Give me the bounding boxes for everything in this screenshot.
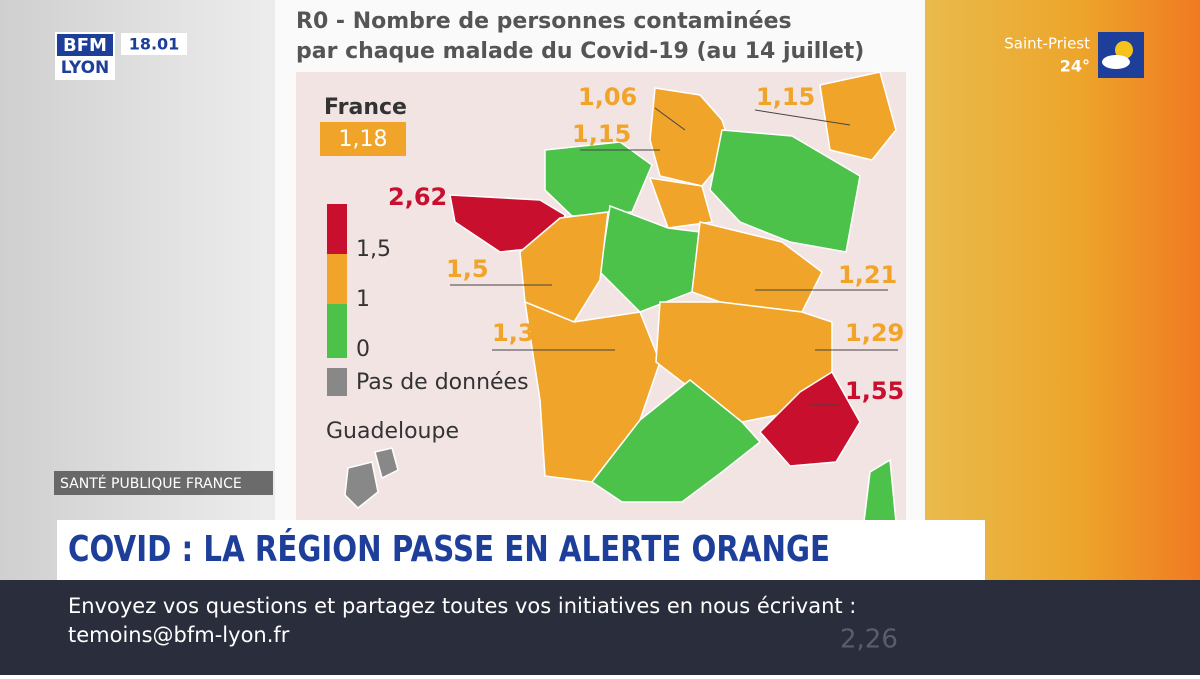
ticker-line: Envoyez vos questions et partagez toutes…	[68, 594, 856, 618]
france-badge	[320, 122, 406, 156]
region	[819, 71, 897, 161]
headline: COVID : LA RÉGION PASSE EN ALERTE ORANGE	[68, 528, 830, 570]
region	[709, 129, 861, 253]
logo-top	[57, 34, 113, 56]
region	[648, 177, 713, 229]
clock: 18.01	[129, 35, 180, 54]
ticker-bar	[0, 580, 1200, 675]
region	[758, 370, 861, 467]
region-value: 1,21	[838, 261, 897, 289]
region-value: 1,55	[845, 377, 904, 405]
weather-cloud	[1102, 55, 1130, 69]
legend-label: Pas de données	[356, 370, 529, 395]
region	[590, 379, 762, 503]
legend-swatch	[327, 368, 347, 396]
legend-swatch	[327, 204, 347, 254]
region	[544, 141, 653, 217]
ticker-line: temoins@bfm-lyon.fr	[68, 623, 290, 647]
logo-text: LYON	[61, 58, 110, 78]
region-value: 1,37	[492, 319, 551, 347]
legend-label: 1,5	[356, 237, 391, 262]
legend-swatch	[327, 254, 347, 304]
france-value: 1,18	[339, 127, 388, 152]
region-value: 2,62	[388, 183, 447, 211]
map-regions	[344, 71, 897, 523]
headline-bar	[57, 520, 985, 580]
map-title: par chaque malade du Covid-19 (au 14 jui…	[296, 39, 864, 64]
source-box	[54, 471, 273, 495]
inset-label: Guadeloupe	[326, 419, 459, 444]
source: SANTÉ PUBLIQUE FRANCE	[60, 475, 242, 492]
clock-box	[121, 33, 187, 55]
map-title: R0 - Nombre de personnes contaminées	[296, 9, 792, 34]
logo-text: BFM	[63, 35, 107, 56]
region-value: 1,15	[756, 83, 815, 111]
france-label: France	[324, 95, 407, 120]
region-labels: 1,06 1,15 1,15 2,62 1,5 1,21 1,37 1,29 1…	[388, 83, 904, 405]
region-value: 1,06	[578, 83, 637, 111]
region-value: 1,15	[572, 120, 631, 148]
weather-temp: 24°	[1060, 57, 1090, 76]
guadeloupe-shape	[374, 447, 399, 480]
weather-city: Saint-Priest	[1004, 35, 1090, 53]
legend-label: 0	[356, 337, 370, 362]
leader-lines	[450, 107, 898, 406]
region-value: 1,5	[446, 255, 489, 283]
region-value: 1,29	[845, 319, 904, 347]
weather-sun	[1115, 41, 1133, 59]
legend-label: 1	[356, 287, 370, 312]
guadeloupe-shape	[344, 461, 379, 510]
legend-swatch	[327, 304, 347, 358]
background-value: 2,26	[840, 625, 898, 655]
